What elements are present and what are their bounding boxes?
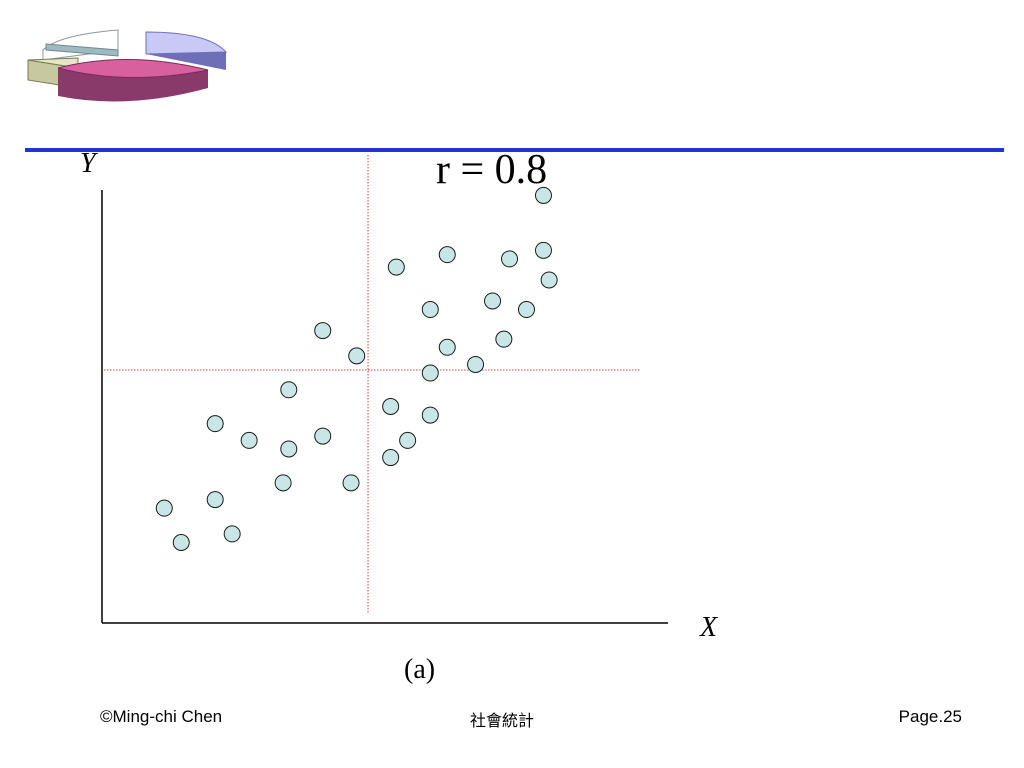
data-point xyxy=(399,431,417,449)
footer-page-number: Page.25 xyxy=(898,707,962,726)
data-point xyxy=(342,474,360,492)
data-point xyxy=(421,364,439,382)
y-axis-label: Y xyxy=(80,148,99,179)
data-point xyxy=(484,292,502,310)
x-axis-label: X xyxy=(699,612,718,643)
data-point xyxy=(155,499,173,517)
data-point xyxy=(314,427,332,445)
data-point xyxy=(467,355,485,373)
data-point xyxy=(518,301,535,319)
data-point xyxy=(501,250,519,268)
data-point xyxy=(223,525,241,543)
data-point xyxy=(348,347,366,365)
data-point xyxy=(172,533,190,551)
data-point xyxy=(280,381,298,399)
pie-chart-icon xyxy=(27,29,228,102)
data-point xyxy=(438,246,456,264)
header-divider xyxy=(25,148,1004,152)
data-point xyxy=(206,491,224,509)
scatter-chart: r = 0.8 Y X (a) xyxy=(80,147,718,685)
data-point xyxy=(274,474,292,492)
data-point xyxy=(206,415,224,433)
footer-course: 社會統計 xyxy=(470,711,535,730)
data-point xyxy=(382,449,400,467)
footer-author: ©Ming-chi Chen xyxy=(100,707,223,726)
data-point xyxy=(534,241,552,259)
data-point xyxy=(280,440,298,458)
data-point xyxy=(495,330,513,348)
data-point xyxy=(438,338,456,356)
data-point xyxy=(240,431,258,449)
data-point xyxy=(534,186,552,204)
data-point xyxy=(382,398,400,416)
data-point xyxy=(540,271,558,289)
data-point xyxy=(314,322,332,340)
data-point xyxy=(387,258,405,276)
chart-caption: (a) xyxy=(404,654,435,685)
chart-title: r = 0.8 xyxy=(436,147,547,193)
data-point xyxy=(421,301,439,319)
data-point xyxy=(421,406,439,424)
